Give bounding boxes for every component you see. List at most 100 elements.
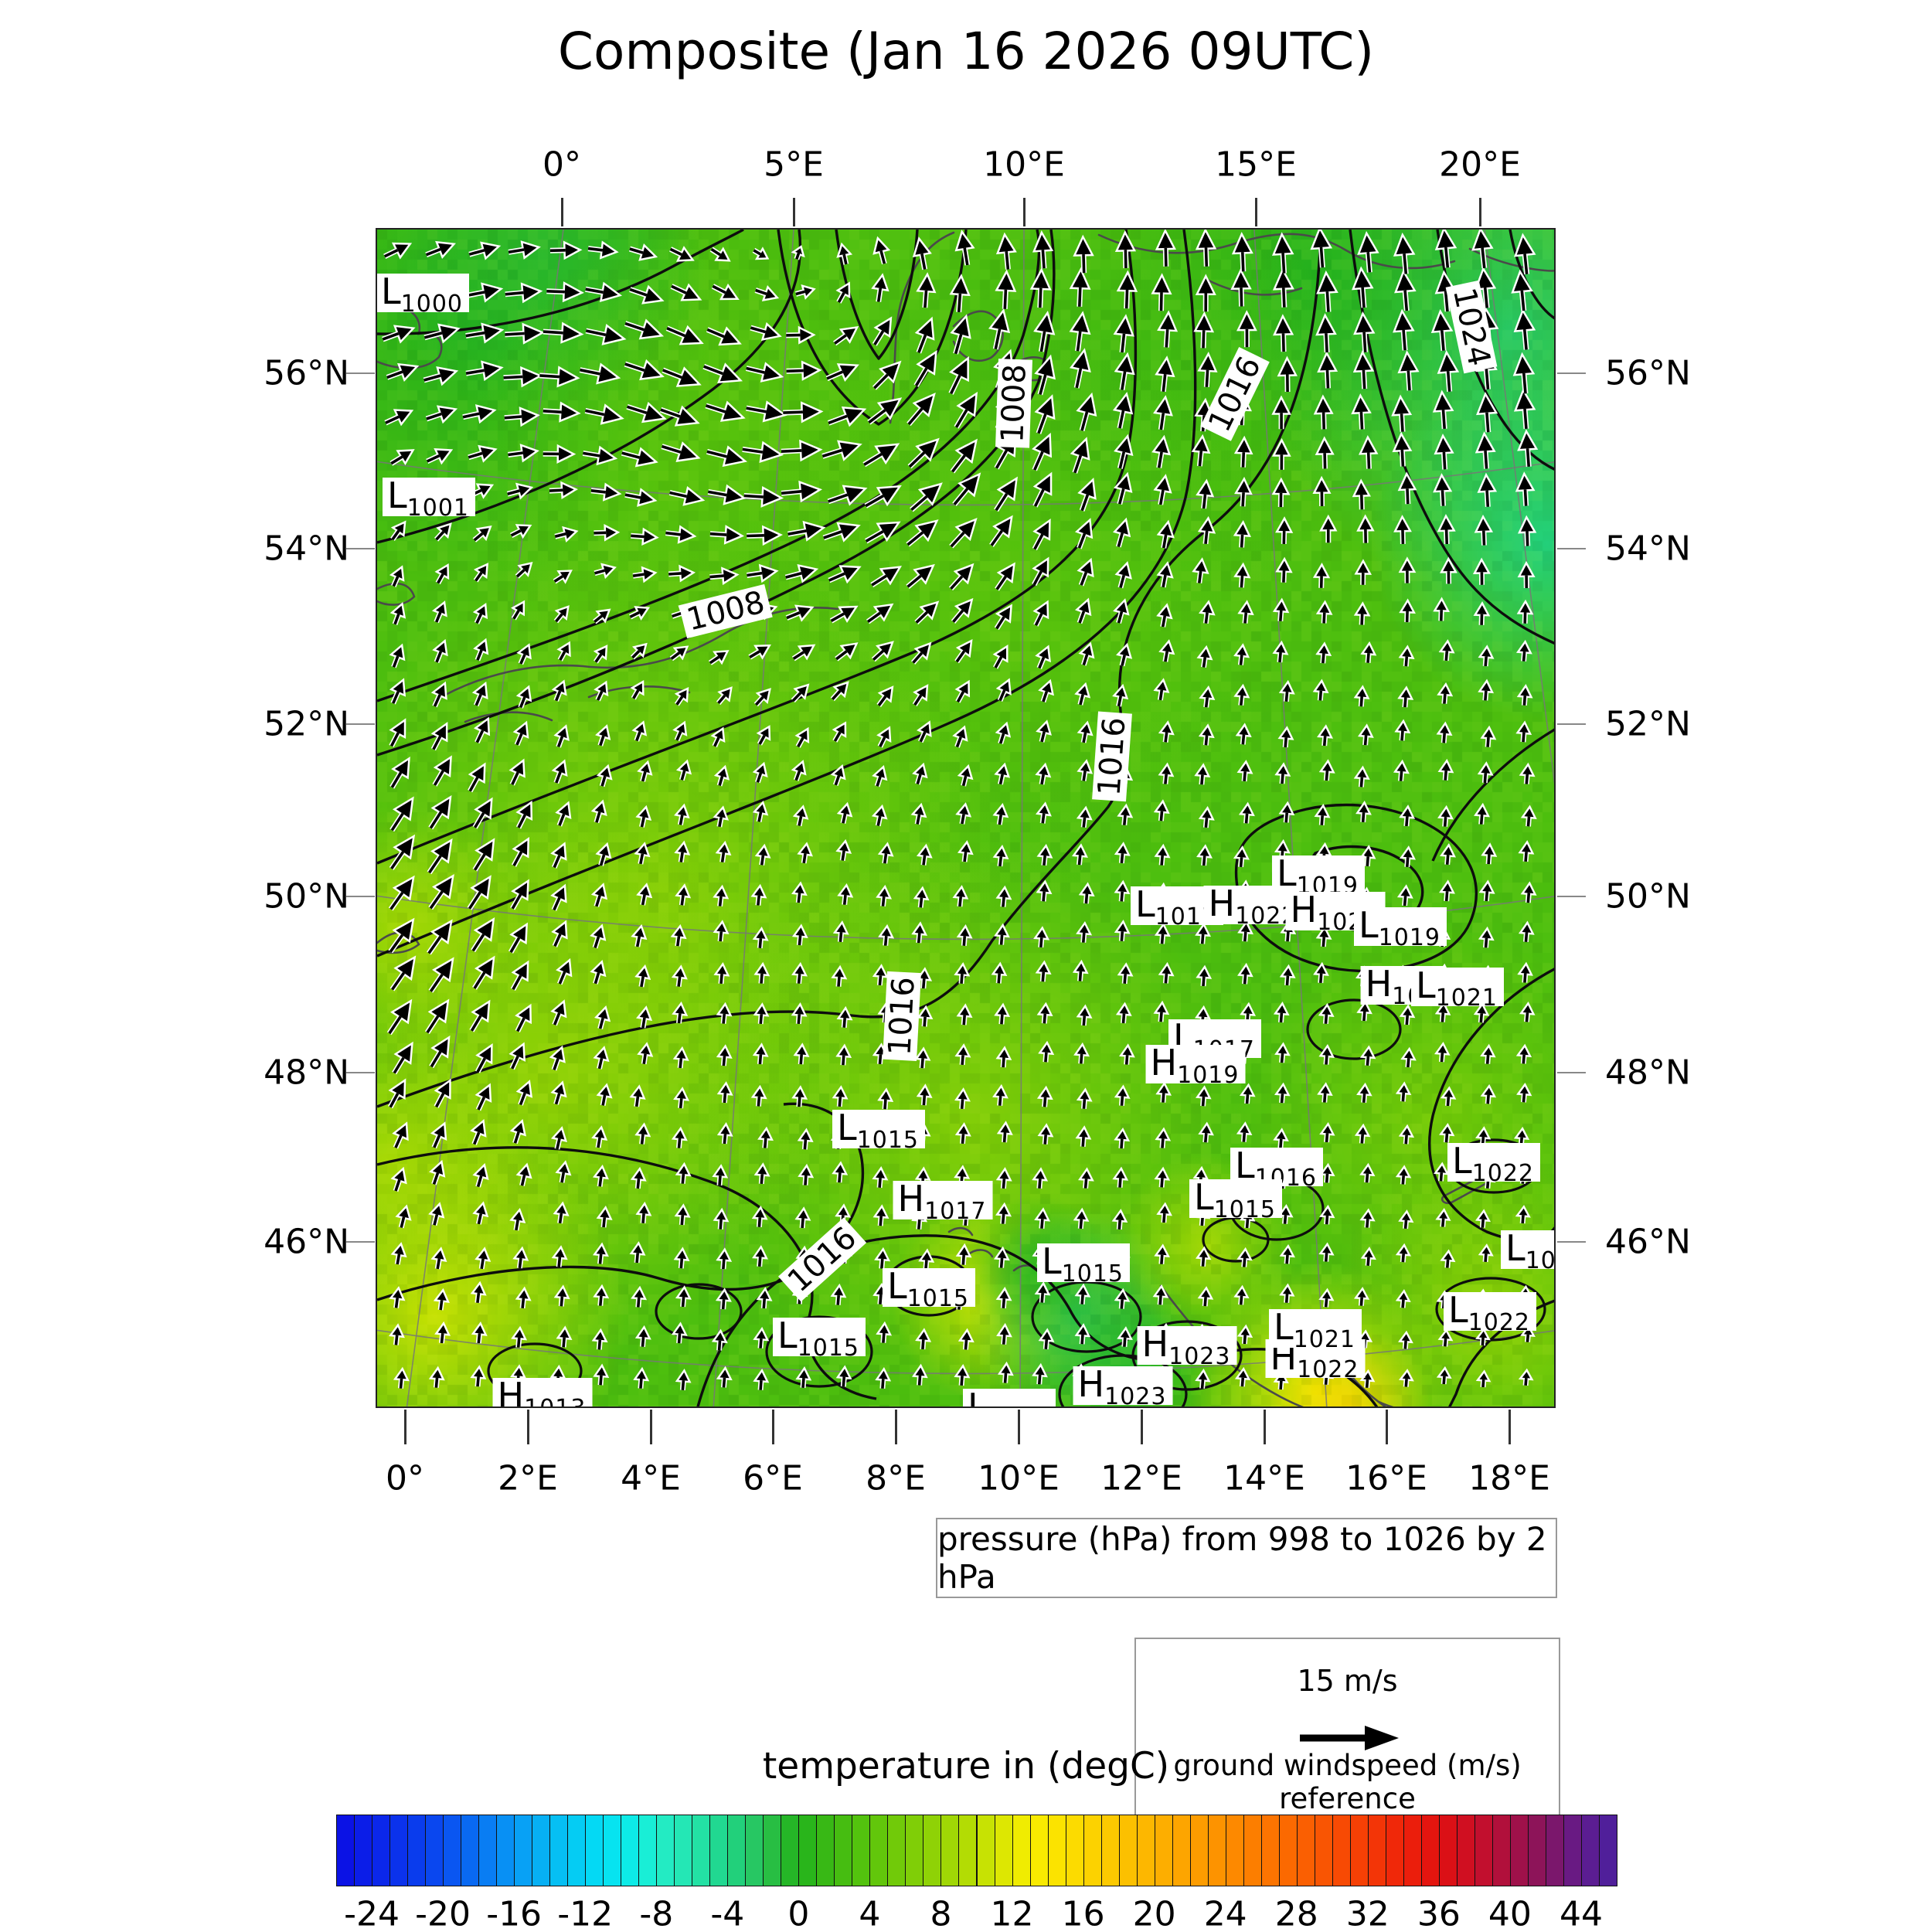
pressure-letter: H	[897, 1178, 925, 1219]
colorbar-tick-label: -12	[557, 1894, 614, 1932]
colorbar-segment	[1385, 1815, 1404, 1886]
colorbar-tick-label: 36	[1417, 1894, 1461, 1932]
pressure-value: 1022	[1468, 1309, 1530, 1336]
pressure-letter: L	[387, 474, 407, 516]
left-axis-label: 46°N	[264, 1222, 349, 1262]
colorbar-segment	[532, 1815, 551, 1886]
colorbar	[336, 1815, 1617, 1886]
bottom-axis-label: 4°E	[621, 1458, 681, 1498]
colorbar-segment	[1474, 1815, 1493, 1886]
bottom-axis-tick	[650, 1410, 652, 1444]
colorbar-segment	[1420, 1815, 1440, 1886]
pressure-letter: L	[1359, 904, 1379, 946]
colorbar-segment	[1456, 1815, 1475, 1886]
bottom-axis-label: 16°E	[1345, 1458, 1427, 1498]
pressure-value: 1021	[1293, 1326, 1355, 1353]
pressure-center-label: L1000	[377, 274, 469, 316]
left-axis-tick	[346, 548, 375, 549]
colorbar-segment	[1438, 1815, 1458, 1886]
colorbar-segment	[887, 1815, 906, 1886]
pressure-contour	[777, 230, 968, 426]
colorbar-segment	[496, 1815, 515, 1886]
pressure-center-label: L1019	[1354, 904, 1447, 950]
colorbar-tick-label: -24	[344, 1894, 400, 1932]
pressure-value: 1000	[400, 291, 463, 318]
colorbar-segment	[923, 1815, 942, 1886]
colorbar-tick-label: 44	[1559, 1894, 1603, 1932]
pressure-value: 102	[1525, 1247, 1556, 1274]
colorbar-tick-label: 8	[930, 1894, 952, 1932]
wind-speed-label: 15 m/s	[1297, 1664, 1398, 1698]
colorbar-segment	[585, 1815, 604, 1886]
pressure-contour-ring	[1058, 1354, 1188, 1406]
pressure-center-label: L1015	[1037, 1240, 1130, 1286]
pressure-letter: L	[837, 1107, 857, 1148]
coastline	[377, 582, 416, 606]
left-axis-tick	[346, 896, 375, 897]
colorbar-segment	[1100, 1815, 1120, 1886]
pressure-contour-ring	[1435, 1277, 1546, 1342]
contour-value-label: 1016	[1092, 711, 1132, 802]
colorbar-segment	[1545, 1815, 1564, 1886]
pressure-letter: L	[1042, 1240, 1062, 1282]
pressure-contour	[835, 230, 919, 360]
colorbar-segment	[1207, 1815, 1226, 1886]
colorbar-segment	[816, 1815, 835, 1886]
pressure-center-label: L1021	[963, 1389, 1056, 1406]
colorbar-segment	[567, 1815, 587, 1886]
top-axis-label: 0°	[543, 145, 581, 185]
colorbar-tick-label: 16	[1061, 1894, 1105, 1932]
graticule-parallel	[377, 461, 1554, 506]
pressure-contour	[377, 230, 1322, 1108]
right-axis-tick	[1557, 372, 1586, 374]
colorbar-segment	[763, 1815, 782, 1886]
bottom-axis-tick	[1386, 1410, 1388, 1444]
colorbar-segment	[869, 1815, 889, 1886]
left-axis-tick	[346, 372, 375, 374]
top-axis-label: 10°E	[983, 145, 1065, 185]
colorbar-segment	[656, 1815, 675, 1886]
right-axis-tick	[1557, 1241, 1586, 1243]
colorbar-segment	[1225, 1815, 1244, 1886]
top-axis-tick	[1255, 198, 1257, 226]
pressure-value: 1023	[1168, 1343, 1231, 1370]
pressure-center-label: H1013	[492, 1378, 593, 1407]
colorbar-segment	[1509, 1815, 1529, 1886]
colorbar-tick-label: -8	[639, 1894, 674, 1932]
pressure-value: 1015	[856, 1127, 919, 1154]
pressure-contour-ring	[1131, 1320, 1243, 1391]
right-axis-label: 52°N	[1605, 704, 1691, 744]
colorbar-tick-label: -20	[415, 1894, 471, 1932]
colorbar-segment	[443, 1815, 462, 1886]
wind-reference-arrow-icon	[1300, 1726, 1399, 1750]
pressure-center-label: L1022	[1447, 1143, 1540, 1185]
colorbar-segment	[976, 1815, 995, 1886]
pressure-letter: L	[1416, 964, 1436, 1006]
colorbar-segment	[621, 1815, 640, 1886]
map-panel: L1000L1001L1017H1022L1019H1022L1019H102L…	[376, 228, 1556, 1408]
colorbar-segment	[674, 1815, 693, 1886]
colorbar-segment	[1527, 1815, 1546, 1886]
bottom-axis-label: 6°E	[743, 1458, 803, 1498]
pressure-caption-text: pressure (hPa) from 998 to 1026 by 2 hPa	[937, 1520, 1547, 1596]
colorbar-segment	[1154, 1815, 1173, 1886]
pressure-value: 1017	[924, 1198, 987, 1225]
wind-reference-box: 15 m/s ground windspeed (m/s) reference	[1134, 1638, 1560, 1828]
colorbar-tick-label: -4	[710, 1894, 745, 1932]
colorbar-segment	[709, 1815, 729, 1886]
colorbar-segment	[1189, 1815, 1209, 1886]
pressure-value: 1013	[524, 1395, 586, 1407]
pressure-center-label: L1001	[383, 478, 475, 520]
top-axis-tick	[793, 198, 795, 226]
colorbar-segment	[905, 1815, 924, 1886]
colorbar-segment	[1278, 1815, 1298, 1886]
colorbar-segment	[1118, 1815, 1138, 1886]
graticule-meridian	[713, 230, 794, 1406]
colorbar-segment	[1260, 1815, 1280, 1886]
colorbar-segment	[1403, 1815, 1422, 1886]
pressure-letter: H	[1141, 1323, 1169, 1365]
left-axis-label: 50°N	[264, 876, 349, 917]
colorbar-tick-label: 32	[1345, 1894, 1389, 1932]
map-overlay-svg	[377, 230, 1554, 1406]
pressure-letter: L	[1448, 1289, 1468, 1331]
